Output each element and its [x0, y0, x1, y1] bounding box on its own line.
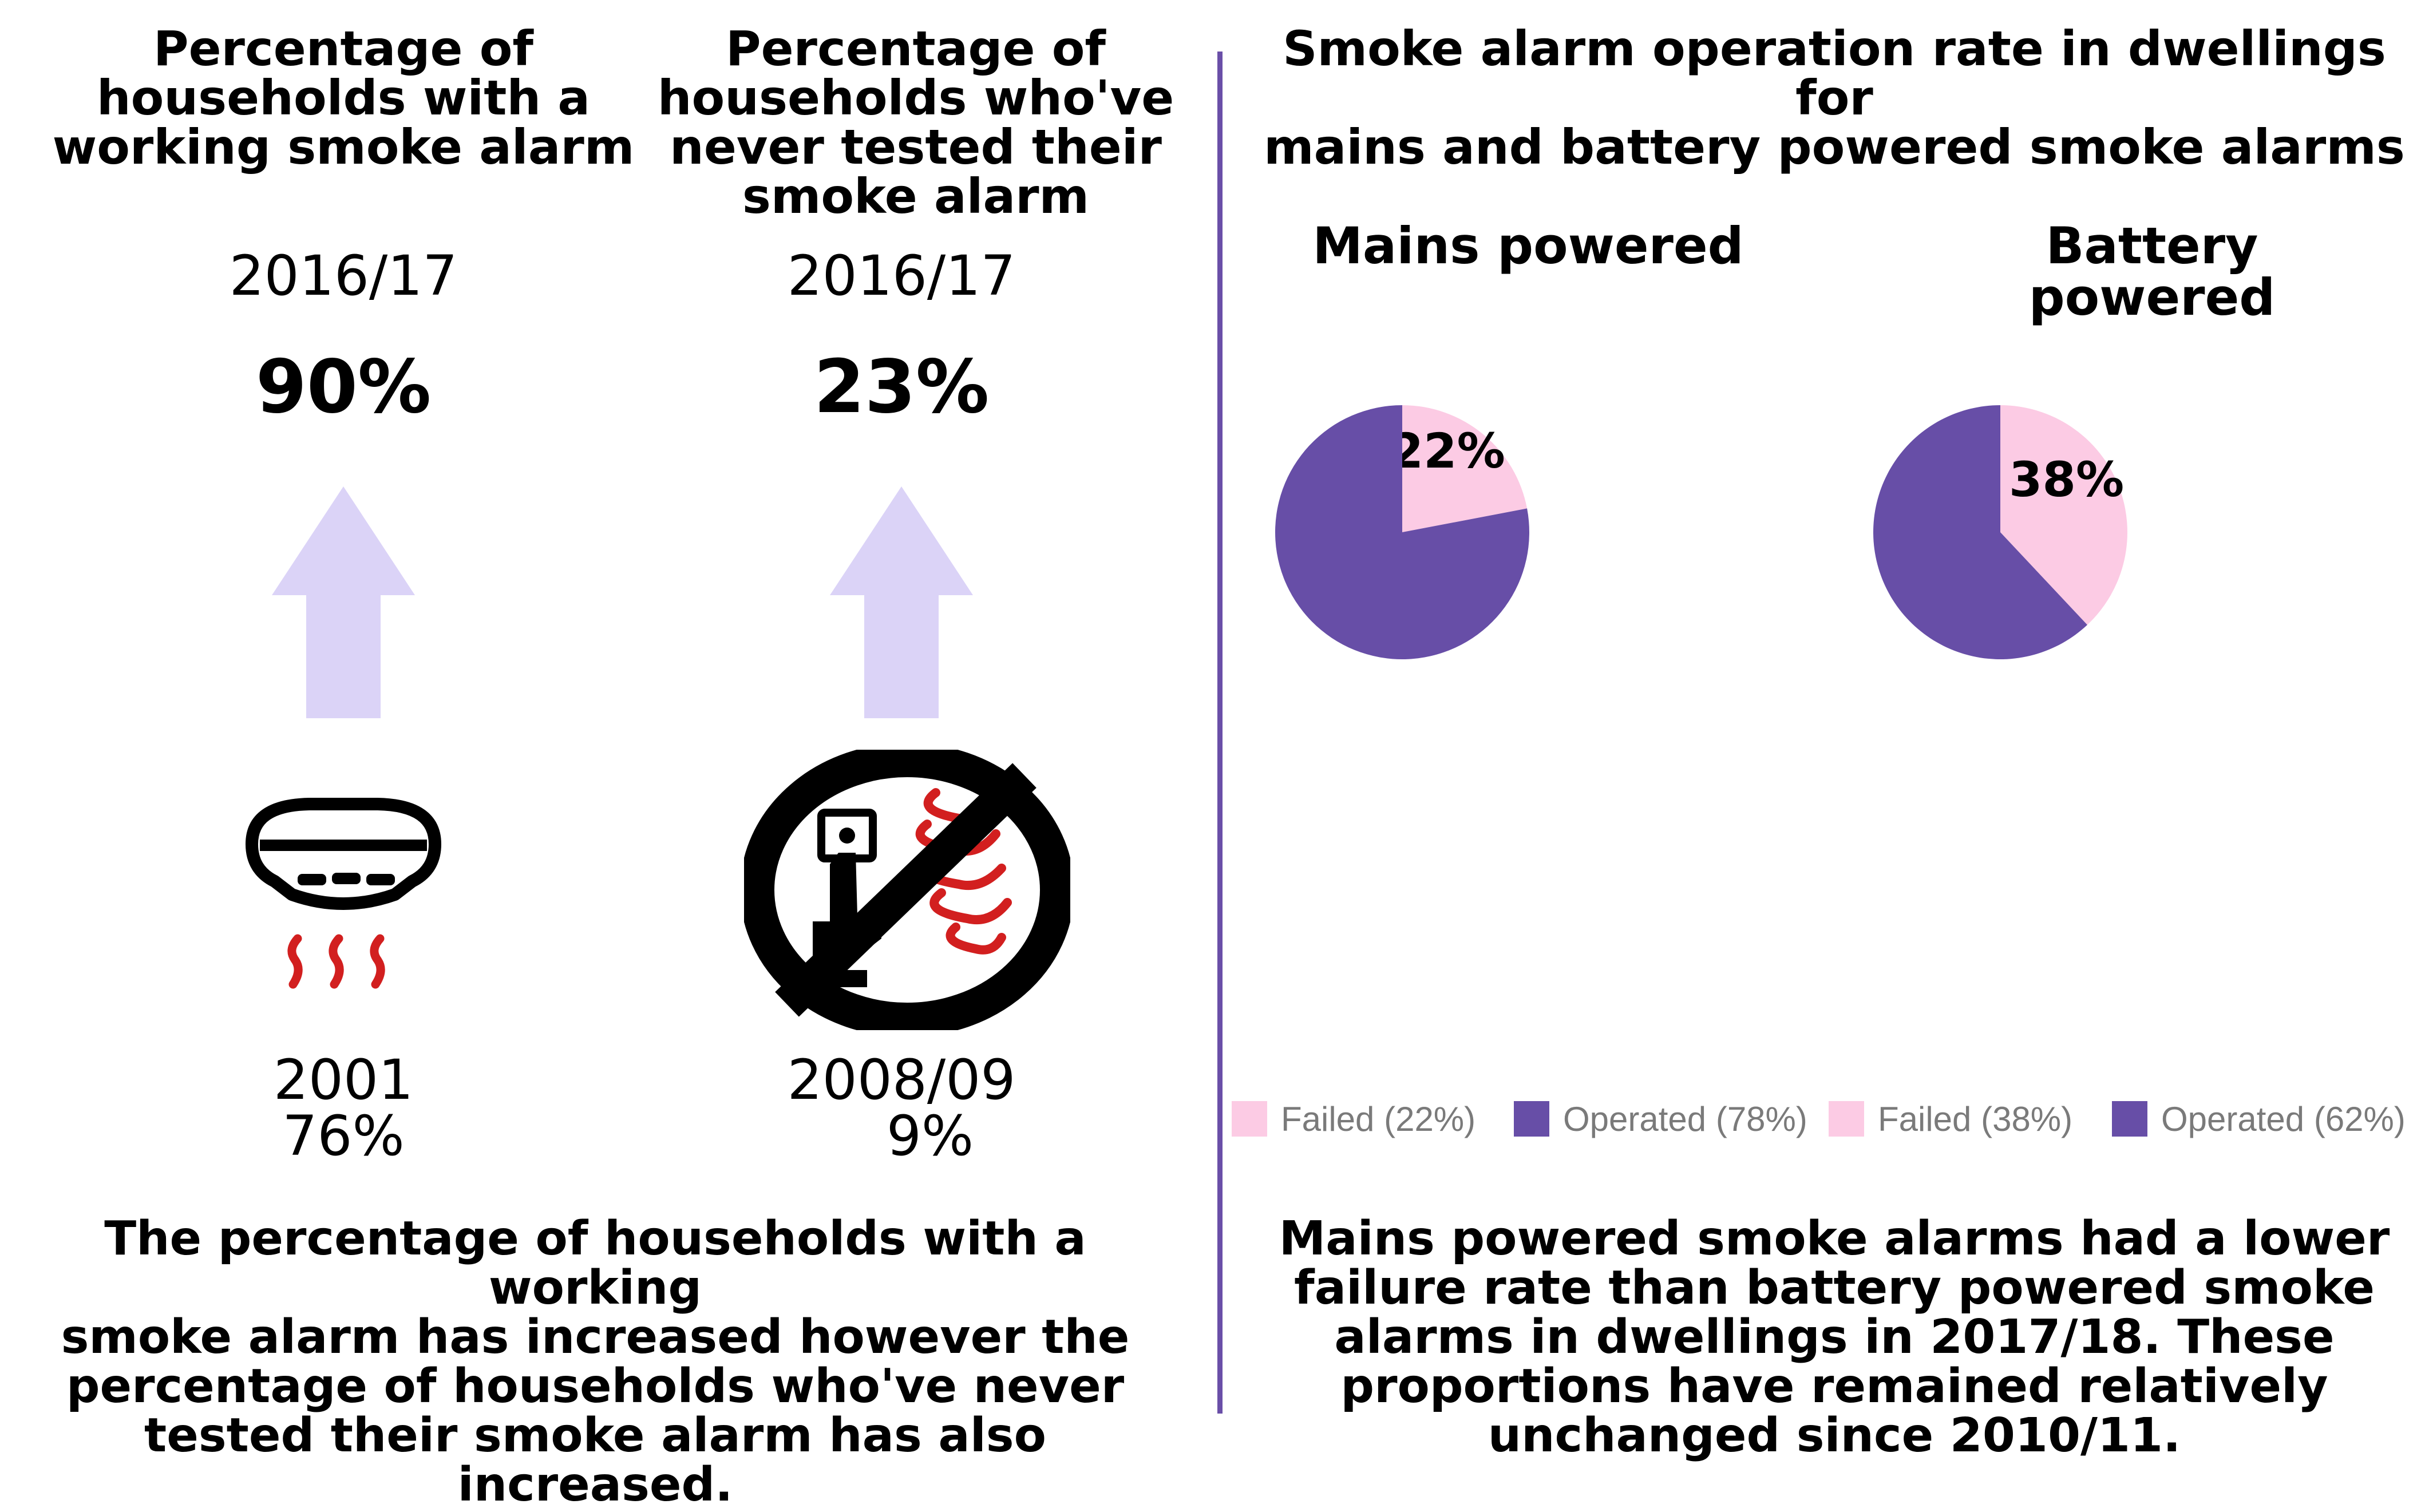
chart-title-line: Smoke alarm operation rate in dwellings … [1283, 21, 2386, 126]
battery-pie-slice-failed [2000, 405, 2127, 625]
left-summary: The percentage of households with a work… [0, 1214, 1190, 1510]
right-summary-line: failure rate than battery powered smoke [1294, 1261, 2375, 1315]
right-summary-line: proportions have remained relatively [1340, 1359, 2328, 1414]
never-tested-heading: Percentage of households who've never te… [572, 24, 1259, 221]
never-tested-heading-line: smoke alarm [742, 168, 1090, 224]
working-alarm-baseline-year: 2001 [273, 1048, 414, 1112]
right-summary-line: unchanged since 2010/11. [1488, 1408, 2181, 1463]
mains-pie-data-label: 22% [1390, 423, 1505, 479]
never-tested-baseline-year: 2008/09 [787, 1048, 1016, 1112]
legend-item-mains-operated: Operated (78%) [1514, 1096, 1807, 1142]
legend-label: Failed (22%) [1281, 1099, 1476, 1138]
never-tested-baseline: 2008/09 9% [558, 1052, 1245, 1164]
never-tested-baseline-value: 9% [886, 1104, 974, 1168]
legend-label: Failed (38%) [1878, 1099, 2073, 1138]
left-summary-line: smoke alarm has increased however the [61, 1310, 1130, 1364]
working-alarm-heading-line: households with a [96, 70, 591, 126]
right-summary-line: Mains powered smoke alarms had a lower [1279, 1212, 2390, 1266]
legend-item-mains-failed: Failed (22%) [1232, 1096, 1475, 1142]
mains-pie-chart: 22% [1275, 405, 1529, 659]
legend-swatch-failed [1232, 1101, 1267, 1137]
battery-pie-slice-operated [1873, 405, 2087, 659]
panel-divider [1217, 52, 1223, 1414]
legend-item-battery-failed: Failed (38%) [1829, 1096, 2072, 1142]
left-summary-line: percentage of households who've never [66, 1359, 1125, 1414]
right-summary-line: alarms in dwellings in 2017/18. These [1334, 1310, 2335, 1364]
left-summary-line: The percentage of households with a work… [104, 1212, 1086, 1315]
battery-pie-data-label: 38% [2009, 452, 2124, 508]
working-alarm-baseline: 2001 76% [0, 1052, 687, 1164]
never-tested-heading-line: never tested their [670, 119, 1162, 175]
never-tested-heading-line: households who've [657, 70, 1174, 126]
legend-swatch-failed [1829, 1101, 1864, 1137]
legend-item-battery-operated: Operated (62%) [2112, 1096, 2406, 1142]
chart-title: Smoke alarm operation rate in dwellings … [1242, 24, 2425, 172]
working-alarm-heading-line: working smoke alarm [52, 119, 635, 175]
no-testing-icon [744, 750, 1070, 1030]
never-tested-value: 23% [813, 345, 990, 430]
working-alarm-heading-line: Percentage of [153, 21, 533, 77]
legend-label: Operated (62%) [2161, 1099, 2406, 1138]
increase-arrow-icon [272, 486, 415, 718]
mains-pie-slice-operated [1275, 405, 1529, 659]
working-alarm-year: 2016/17 [229, 244, 458, 308]
mains-pie-title: Mains powered [1312, 216, 1744, 275]
legend-swatch-operated [2112, 1101, 2147, 1137]
arrow-shape [272, 486, 415, 718]
increase-arrow-icon [830, 486, 973, 718]
arrow-shape [830, 486, 973, 718]
working-alarm-heading: Percentage of households with a working … [0, 24, 687, 172]
mains-pie-slice-failed [1402, 405, 1528, 532]
battery-pie-chart: 38% [1873, 405, 2127, 659]
legend-swatch-operated [1514, 1101, 1549, 1137]
chart-title-line: mains and battery powered smoke alarms [1264, 119, 2405, 175]
working-alarm-baseline-value: 76% [282, 1104, 405, 1168]
smoke-detector-icon [246, 798, 441, 989]
never-tested-year: 2016/17 [787, 244, 1016, 308]
working-alarm-column: Percentage of households with a working … [0, 0, 687, 1179]
chart-legend: Failed (22%) Operated (78%) Failed (38%)… [1231, 1096, 2424, 1142]
right-summary: Mains powered smoke alarms had a lower f… [1242, 1214, 2425, 1460]
working-alarm-value: 90% [255, 345, 432, 430]
never-tested-heading-line: Percentage of [726, 21, 1106, 77]
never-tested-column: Percentage of households who've never te… [572, 0, 1259, 1179]
legend-label: Operated (78%) [1563, 1099, 1807, 1138]
left-summary-line: tested their smoke alarm has also increa… [144, 1408, 1046, 1512]
battery-pie-title: Battery powered [2028, 216, 2276, 327]
